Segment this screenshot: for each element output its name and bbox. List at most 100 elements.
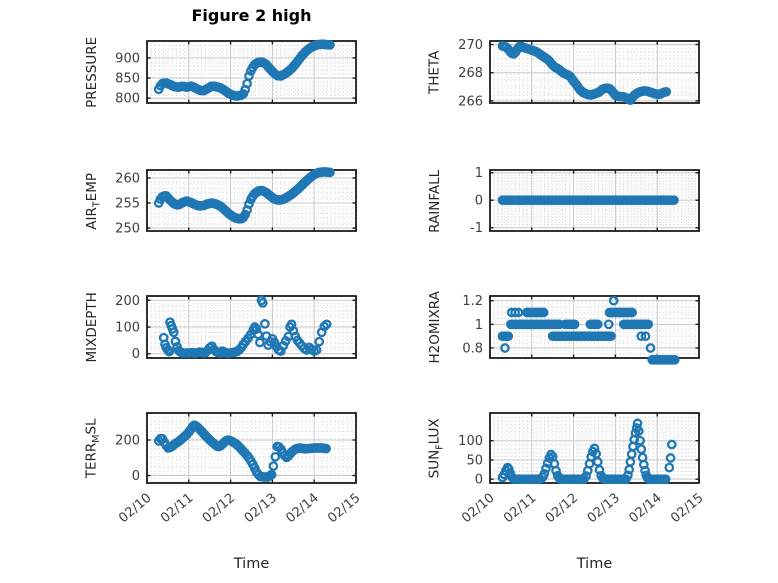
- theta-y-tick-label: 268: [458, 66, 483, 81]
- h2omixra-y-tick-label: 1.2: [462, 294, 483, 309]
- mixdepth-marker: [311, 345, 322, 355]
- h2omixra-marker: [608, 295, 619, 306]
- ylabel-pressure: PRESSURE: [83, 36, 100, 108]
- sun-flux-marker: [635, 435, 645, 446]
- sun-flux-x-tick-label: 02/13: [585, 491, 623, 527]
- air-temp-y-tick-label: 255: [115, 197, 140, 212]
- air-temp-subplot: 250 255 260: [115, 167, 357, 237]
- sun-flux-marker: [541, 463, 551, 474]
- sun-flux-marker: [633, 426, 644, 436]
- mixdepth-marker: [251, 324, 262, 334]
- rainfall-y-tick-label: 1: [475, 166, 483, 181]
- mixdepth-y-tick-label: 0: [132, 347, 140, 362]
- ylabel-theta: THETA: [426, 50, 443, 94]
- mixdepth-marker: [170, 336, 181, 347]
- h2omixra-y-tick-label: 0.8: [462, 341, 483, 356]
- mixdepth-marker: [255, 337, 265, 348]
- theta-y-tick-label: 270: [458, 38, 483, 53]
- ylabel-mixdepth: MIXDEPTH: [83, 291, 100, 363]
- sun-flux-marker: [626, 449, 637, 460]
- sun-flux-marker: [581, 471, 591, 481]
- h2omixra-marker: [538, 307, 549, 318]
- sun-flux-marker: [551, 465, 561, 476]
- terr-msl-x-tick-label: 02/15: [325, 491, 363, 527]
- air-temp-y-tick-label: 250: [115, 222, 140, 237]
- air-temp-y-tick-label: 260: [115, 172, 140, 187]
- sun-flux-subplot: 0 50 100 02/10 02/11 02/12 02/13 02/14 02/15: [458, 412, 707, 527]
- h2omixra-subplot: 0.8 1 1.2: [462, 294, 700, 365]
- theta-subplot: 266 268 270: [458, 38, 700, 109]
- mixdepth-y-tick-label: 200: [115, 294, 140, 309]
- theta-marker: [661, 86, 672, 97]
- h2omixra-marker: [500, 343, 510, 353]
- pressure-subplot: 800 850 900: [115, 39, 357, 107]
- h2omixra-marker: [636, 331, 647, 342]
- h2omixra-marker: [503, 331, 514, 342]
- h2omixra-marker: [640, 331, 651, 342]
- rainfall-y-tick-label: 0: [475, 194, 483, 209]
- sun-flux-marker: [625, 456, 636, 467]
- theta-y-tick-label: 266: [458, 94, 483, 109]
- sun-flux-marker: [660, 474, 671, 485]
- sun-flux-marker: [539, 468, 550, 479]
- ylabel-sun-flux: SUNFLUX: [426, 418, 446, 478]
- sun-flux-y-tick-label: 50: [466, 453, 483, 468]
- sun-flux-x-tick-label: 02/10: [459, 491, 497, 527]
- mixdepth-marker: [164, 346, 175, 357]
- mixdepth-y-tick-label: 100: [115, 321, 140, 336]
- terr-msl-marker: [266, 469, 277, 480]
- sun-flux-marker: [636, 444, 647, 455]
- sun-flux-x-tick-label: 02/11: [501, 491, 539, 527]
- h2omixra-y-tick-label: 1: [475, 318, 483, 333]
- mixdepth-marker: [321, 319, 332, 330]
- h2omixra-marker: [643, 319, 654, 330]
- ylabel-h2omixra: H2OMIXRA: [426, 290, 443, 364]
- sun-flux-x-tick-label: 02/12: [543, 491, 581, 527]
- h2omixra-marker: [645, 343, 656, 353]
- sun-flux-x-tick-label: 02/14: [626, 491, 664, 527]
- terr-msl-x-tick-label: 02/10: [116, 491, 154, 527]
- pressure-y-tick-label: 900: [115, 51, 140, 66]
- h2omixra-marker: [603, 319, 614, 330]
- mixdepth-marker: [314, 336, 325, 347]
- sun-flux-x-tick-label: 02/15: [668, 491, 706, 527]
- rainfall-y-tick-label: -1: [470, 221, 483, 236]
- terr-msl-x-tick-label: 02/14: [283, 491, 321, 527]
- terr-msl-marker: [321, 443, 331, 454]
- mixdepth-marker: [257, 298, 268, 308]
- sun-flux-y-tick-label: 0: [475, 473, 483, 488]
- xlabel-time-right: Time: [576, 556, 613, 572]
- terr-msl-x-tick-label: 02/13: [242, 491, 280, 527]
- h2omixra-marker: [627, 307, 637, 318]
- figure-title: Figure 2 high: [191, 6, 312, 25]
- terr-msl-y-tick-label: 0: [132, 469, 140, 484]
- pressure-marker: [244, 71, 254, 81]
- ylabel-air-temp: AIRTEMP: [83, 172, 103, 230]
- pressure-marker: [325, 40, 335, 50]
- air-temp-marker: [325, 167, 335, 178]
- h2omixra-marker: [569, 319, 580, 330]
- pressure-y-tick-label: 800: [115, 92, 140, 107]
- terr-msl-y-tick-label: 200: [115, 434, 140, 449]
- sun-flux-marker: [592, 456, 603, 467]
- xlabel-time-left: Time: [233, 556, 270, 572]
- h2omixra-marker: [606, 331, 616, 342]
- terr-msl-x-tick-label: 02/11: [158, 491, 196, 527]
- ylabel-rainfall: RAINFALL: [426, 169, 443, 233]
- sun-flux-marker: [664, 462, 675, 473]
- pressure-y-tick-label: 850: [115, 72, 140, 87]
- sun-flux-marker: [624, 464, 635, 475]
- mixdepth-marker: [260, 318, 270, 329]
- sun-flux-marker: [665, 453, 676, 463]
- h2omixra-marker: [510, 307, 520, 318]
- terr-msl-x-tick-label: 02/12: [200, 491, 238, 527]
- terr-msl-marker: [268, 461, 279, 471]
- h2omixra-marker: [592, 319, 603, 330]
- sun-flux-marker: [666, 439, 677, 450]
- terr-msl-marker: [270, 451, 281, 462]
- mixdepth-marker: [253, 329, 264, 340]
- ylabel-terr-msl: TERRMSL: [83, 418, 103, 478]
- pressure-marker: [242, 78, 252, 89]
